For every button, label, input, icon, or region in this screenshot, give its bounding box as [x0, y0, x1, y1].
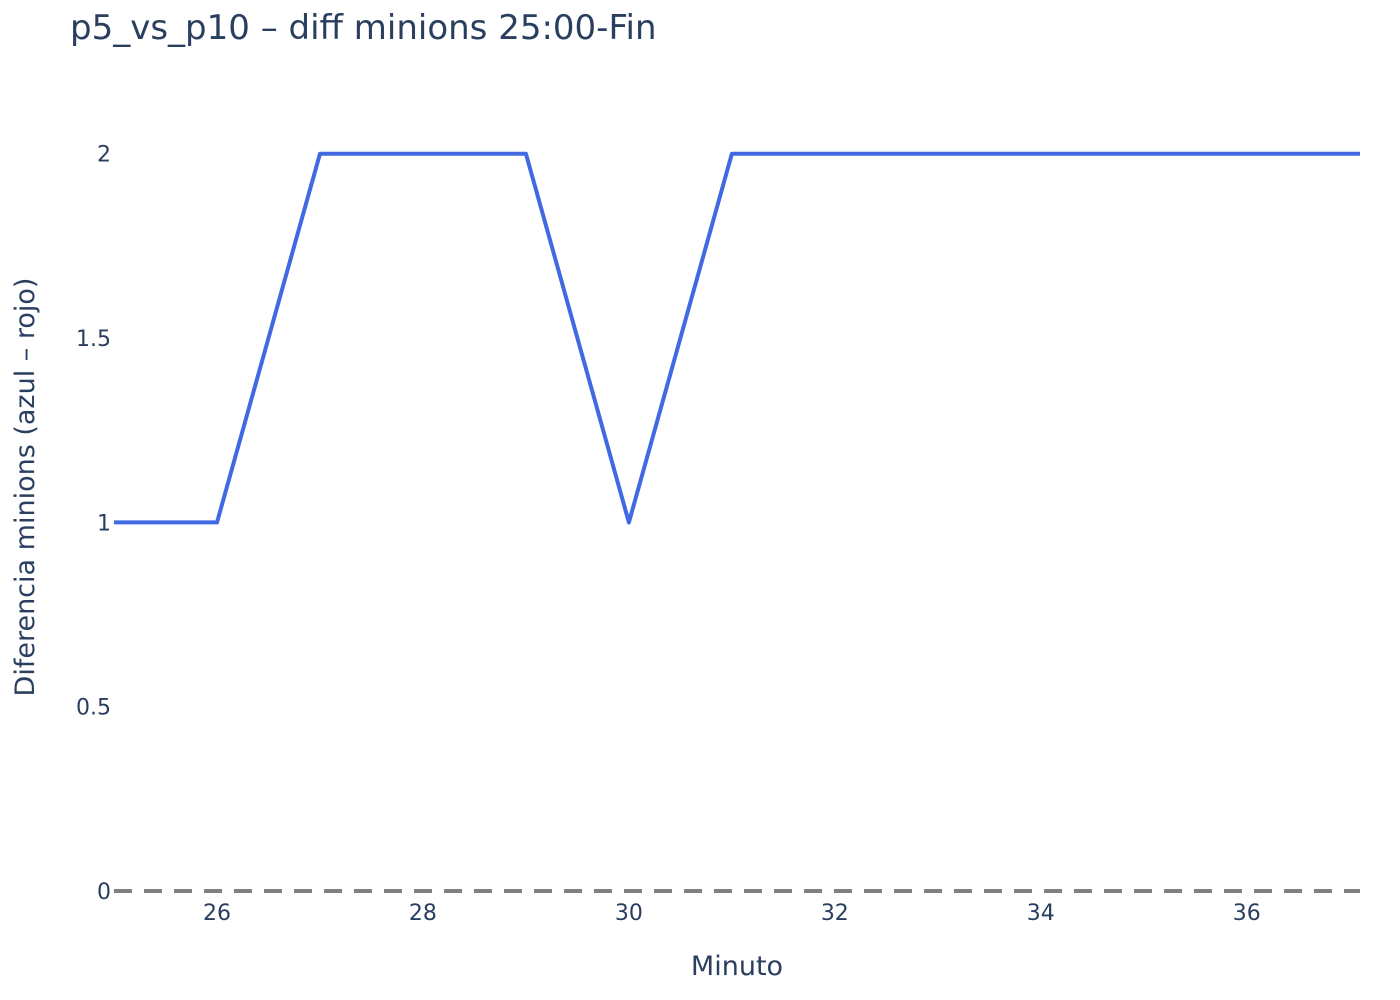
y-axis-title: Diferencia minions (azul – rojo)	[10, 278, 41, 697]
x-axis-title: Minuto	[691, 951, 783, 982]
series-layer	[114, 151, 1360, 525]
series-line	[114, 151, 1360, 525]
x-tick-label: 34	[1027, 901, 1055, 926]
x-tick-label: 28	[409, 901, 437, 926]
y-tick-label: 1	[97, 511, 111, 536]
chart-title: p5_vs_p10 – diff minions 25:00-Fin	[70, 8, 657, 48]
y-tick-label: 2	[97, 143, 111, 168]
x-tick-label: 32	[821, 901, 849, 926]
x-axis-ticks: 26 28 30 32 34 36	[203, 901, 1261, 926]
x-tick-label: 30	[615, 901, 643, 926]
y-axis-ticks: 0 0.5 1 1.5 2	[76, 143, 111, 905]
y-tick-label: 1.5	[76, 327, 111, 352]
x-tick-label: 36	[1233, 901, 1261, 926]
y-tick-label: 0.5	[76, 696, 111, 721]
y-tick-label: 0	[97, 880, 111, 905]
x-tick-label: 26	[203, 901, 231, 926]
